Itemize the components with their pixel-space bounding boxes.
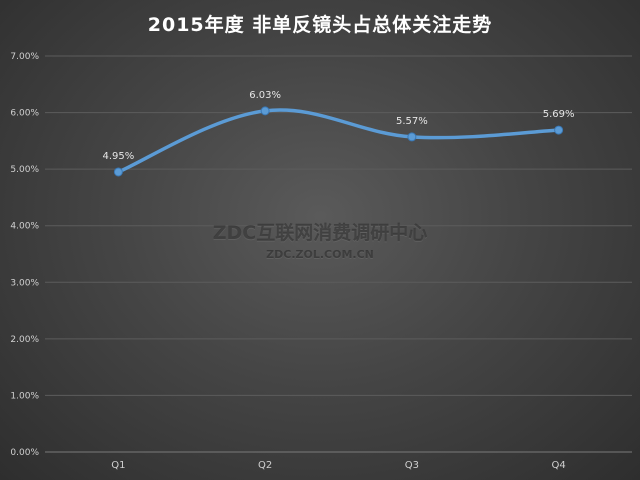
data-label: 5.57% <box>396 116 428 127</box>
data-label: 6.03% <box>249 90 281 101</box>
y-tick-label: 1.00% <box>10 391 39 401</box>
x-axis-ticks: Q1 Q2 Q3 Q4 <box>111 460 565 471</box>
data-label: 4.95% <box>102 151 134 162</box>
data-point <box>554 125 564 135</box>
y-tick-label: 0.00% <box>10 448 39 458</box>
y-tick-label: 3.00% <box>10 278 39 288</box>
y-tick-label: 7.00% <box>10 52 39 62</box>
y-tick-label: 4.00% <box>10 222 39 232</box>
series-layer <box>113 106 564 177</box>
watermark-sub: ZDC.ZOL.COM.CN <box>266 248 374 261</box>
data-label: 5.69% <box>543 109 575 120</box>
data-point <box>260 106 270 116</box>
y-tick-label: 6.00% <box>10 109 39 119</box>
x-tick-label: Q3 <box>405 460 419 471</box>
x-tick-label: Q1 <box>111 460 125 471</box>
chart-title: 2015年度 非单反镜头占总体关注走势 <box>147 14 493 36</box>
data-point <box>113 167 123 177</box>
x-tick-label: Q2 <box>258 460 272 471</box>
gridlines <box>45 55 632 453</box>
y-tick-label: 2.00% <box>10 335 39 345</box>
y-tick-label: 5.00% <box>10 165 39 175</box>
x-tick-label: Q4 <box>552 460 566 471</box>
watermark-main: ZDC互联网消费调研中心 <box>212 222 428 244</box>
data-labels: 4.95% 6.03% 5.57% 5.69% <box>102 90 574 162</box>
data-point <box>407 132 417 142</box>
series-line <box>116 108 561 174</box>
y-axis-ticks: 0.00% 1.00% 2.00% 3.00% 4.00% 5.00% 6.00% 7.00% <box>10 52 39 458</box>
